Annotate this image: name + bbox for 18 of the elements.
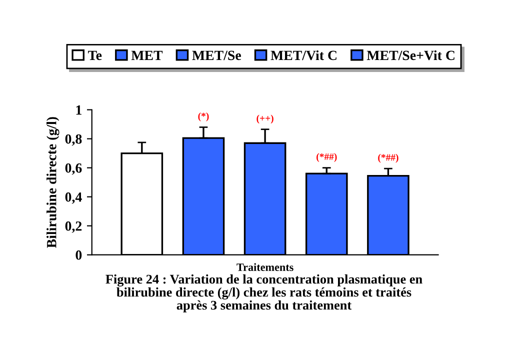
y-tick-label: 0,8 bbox=[65, 134, 82, 146]
legend-label: MET/Se bbox=[192, 50, 241, 60]
y-axis-title: Bilirubine directe (g/l) bbox=[46, 117, 60, 248]
y-tick-label: 0 bbox=[76, 250, 82, 260]
data-label: (++) bbox=[256, 114, 274, 124]
y-tick-label: 0,4 bbox=[65, 192, 82, 204]
data-label: (*) bbox=[198, 112, 209, 122]
legend-label: Te bbox=[88, 50, 102, 60]
data-label: (*##) bbox=[378, 154, 398, 163]
legend-label: MET/Vit C bbox=[270, 50, 336, 60]
y-tick-label: 0,6 bbox=[65, 163, 82, 175]
caption: Figure 24 : Variation de la concentration plasmatique en bilirubine directe (g/l) chez les rats témoins et traités après 3 semaines du traitement bbox=[106, 274, 422, 312]
legend-label: MET/Se+Vit C bbox=[366, 50, 454, 60]
y-tick-label: 1 bbox=[76, 105, 82, 115]
y-tick-label: 0,2 bbox=[65, 221, 82, 233]
legend-label: MET bbox=[131, 50, 163, 60]
data-label: (*##) bbox=[316, 153, 337, 162]
x-axis-title: Traitements bbox=[236, 263, 294, 271]
